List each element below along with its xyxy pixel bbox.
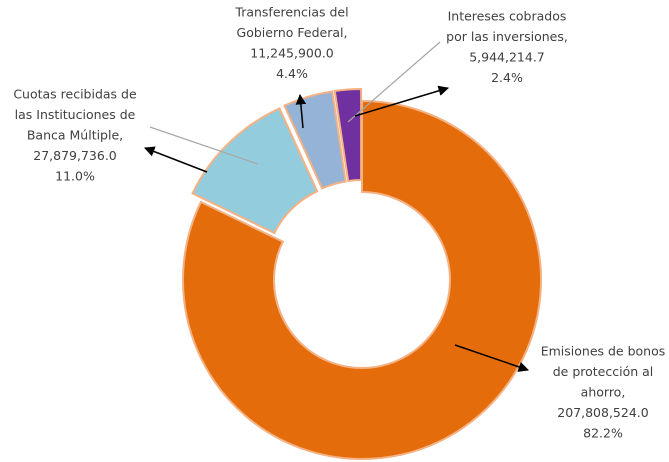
leader-line <box>347 41 441 123</box>
category-label: Gobierno Federal, <box>237 25 348 40</box>
value-label: 207,808,524.0 <box>557 405 648 420</box>
value-label: 27,879,736.0 <box>33 148 117 163</box>
labels: Emisiones de bonos de protección al ahorro… <box>13 5 665 441</box>
arrow <box>454 344 529 372</box>
category-label: de protección al <box>553 364 654 379</box>
category-label: por las inversiones, <box>446 29 568 44</box>
category-label: Emisiones de bonos <box>541 344 666 359</box>
leaders <box>144 41 529 372</box>
value-label: 5,944,214.7 <box>469 50 545 65</box>
slices <box>182 88 542 460</box>
arrow <box>354 85 450 117</box>
category-label: ahorro, <box>581 385 626 400</box>
slice <box>333 88 363 183</box>
percent-label: 4.4% <box>276 66 308 81</box>
category-label: Intereses cobrados <box>448 9 567 24</box>
arrow <box>295 93 307 129</box>
value-label: 11,245,900.0 <box>250 46 334 61</box>
arrow <box>144 146 208 173</box>
percent-label: 82.2% <box>583 426 623 441</box>
leader-line <box>149 126 259 165</box>
slice <box>191 107 319 235</box>
category-label: Transferencias del <box>234 5 348 20</box>
category-label: Cuotas recibidas de <box>13 87 137 102</box>
slice <box>182 99 542 460</box>
percent-label: 11.0% <box>55 169 95 184</box>
category-label: las Instituciones de <box>15 107 136 122</box>
category-label: Banca Múltiple, <box>27 128 123 143</box>
percent-label: 2.4% <box>491 70 523 85</box>
